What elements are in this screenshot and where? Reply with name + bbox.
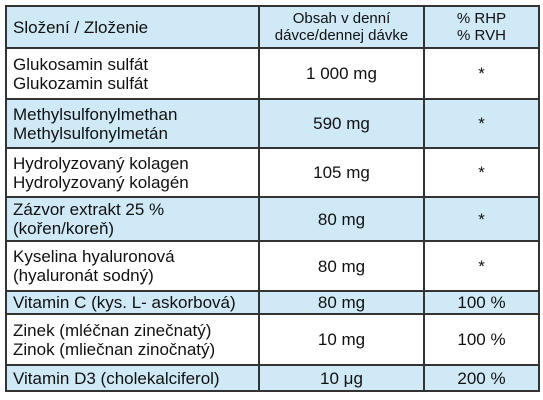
table-row: Zázvor extrakt 25 % (kořen/koreň) 80 mg * xyxy=(5,196,540,242)
name-cell: Hydrolyzovaný kolagen Hydrolyzovaný kolag… xyxy=(5,147,260,198)
amount-cell: 1 000 mg xyxy=(258,47,425,100)
amount-cell: 10 mg xyxy=(258,313,425,366)
rhp-text: 100 % xyxy=(457,330,506,349)
name-text: Vitamin C (kys. L- askorbová) xyxy=(13,293,236,312)
name-text: Glukozamin sulfát xyxy=(13,73,149,93)
name-text: Vitamin D3 (cholekalciferol) xyxy=(13,368,220,388)
name-cell: Glukosamin sulfát Glukozamin sulfát xyxy=(5,47,260,100)
amount-cell: 80 mg xyxy=(258,240,425,292)
name-cell: Vitamin D3 (cholekalciferol) xyxy=(5,364,260,392)
header-text: Složení / Zloženie xyxy=(13,17,149,37)
amount-cell: 80 mg xyxy=(258,290,425,315)
header-text: % RHP xyxy=(456,10,507,27)
header-text: dávce/dennej dávke xyxy=(274,27,409,44)
nutrition-table: Složení / Zloženie Obsah v denní dávce/den… xyxy=(5,5,540,392)
table-body: Složení / Zloženie Obsah v denní dávce/den… xyxy=(5,5,540,392)
header-text: Obsah v denní xyxy=(292,10,391,27)
name-text: Zinok (mliečnan zinočnatý) xyxy=(13,339,216,359)
name-text: Methylsulfonylmethan xyxy=(13,104,178,124)
table-row: Vitamin D3 (cholekalciferol) 10 μg 200 % xyxy=(5,364,540,392)
header-text: % RVH xyxy=(457,27,506,44)
amount-cell: 80 mg xyxy=(258,196,425,242)
table-row: Zinek (mléčnan zinečnatý) Zinok (mliečnan… xyxy=(5,313,540,366)
amount-cell: 10 μg xyxy=(258,364,425,392)
name-text: Zázvor extrakt 25 % xyxy=(13,200,165,219)
amount-text: 80 mg xyxy=(317,256,366,276)
amount-text: 10 μg xyxy=(320,368,363,388)
rhp-text: * xyxy=(478,256,485,276)
rhp-cell: * xyxy=(423,196,540,242)
name-text: Zinek (mléčnan zinečnatý) xyxy=(13,320,212,340)
amount-text: 1 000 mg xyxy=(306,64,377,83)
table-row: Hydrolyzovaný kolagen Hydrolyzovaný kolag… xyxy=(5,147,540,198)
name-cell: Methylsulfonylmethan Methylsulfonylmetán xyxy=(5,98,260,149)
name-cell: Vitamin C (kys. L- askorbová) xyxy=(5,290,260,315)
rhp-cell: 100 % xyxy=(423,290,540,315)
rhp-cell: 200 % xyxy=(423,364,540,392)
header-cell: % RHP% RVH xyxy=(423,5,540,49)
name-text: Methylsulfonylmetán xyxy=(13,123,168,143)
name-text: (kořen/koreň) xyxy=(13,219,115,238)
amount-cell: 590 mg xyxy=(258,98,425,149)
header-cell: Složení / Zloženie xyxy=(5,5,260,49)
name-text: Hydrolyzovaný kolagen xyxy=(13,153,189,173)
rhp-cell: * xyxy=(423,147,540,198)
name-cell: Kyselina hyaluronová (hyaluronát sodný) xyxy=(5,240,260,292)
name-cell: Zázvor extrakt 25 % (kořen/koreň) xyxy=(5,196,260,242)
amount-cell: 105 mg xyxy=(258,147,425,198)
table-row: Methylsulfonylmethan Methylsulfonylmetán 5… xyxy=(5,98,540,149)
table-row: Glukosamin sulfát Glukozamin sulfát 1 000 … xyxy=(5,47,540,100)
rhp-cell: * xyxy=(423,240,540,292)
rhp-text: * xyxy=(478,114,485,133)
rhp-cell: * xyxy=(423,98,540,149)
table-row: Vitamin C (kys. L- askorbová) 80 mg 100 % xyxy=(5,290,540,315)
name-text: (hyaluronát sodný) xyxy=(13,266,154,285)
amount-text: 80 mg xyxy=(317,209,366,229)
rhp-text: 100 % xyxy=(457,293,506,312)
header-row: Složení / Zloženie Obsah v denní dávce/den… xyxy=(5,5,540,49)
amount-text: 590 mg xyxy=(313,114,370,133)
table-row: Kyselina hyaluronová (hyaluronát sodný) 80… xyxy=(5,240,540,292)
header-cell: Obsah v denní dávce/dennej dávke xyxy=(258,5,425,49)
rhp-text: * xyxy=(478,209,485,229)
name-text: Kyselina hyaluronová xyxy=(13,247,175,266)
name-cell: Zinek (mléčnan zinečnatý) Zinok (mliečnan… xyxy=(5,313,260,366)
amount-text: 10 mg xyxy=(317,330,366,349)
rhp-cell: 100 % xyxy=(423,313,540,366)
name-text: Glukosamin sulfát xyxy=(13,54,149,74)
amount-text: 80 mg xyxy=(317,293,366,312)
name-text: Hydrolyzovaný kolagén xyxy=(13,172,189,192)
rhp-text: * xyxy=(478,163,485,182)
rhp-cell: * xyxy=(423,47,540,100)
amount-text: 105 mg xyxy=(313,163,370,182)
rhp-text: * xyxy=(478,64,485,83)
rhp-text: 200 % xyxy=(457,368,506,388)
